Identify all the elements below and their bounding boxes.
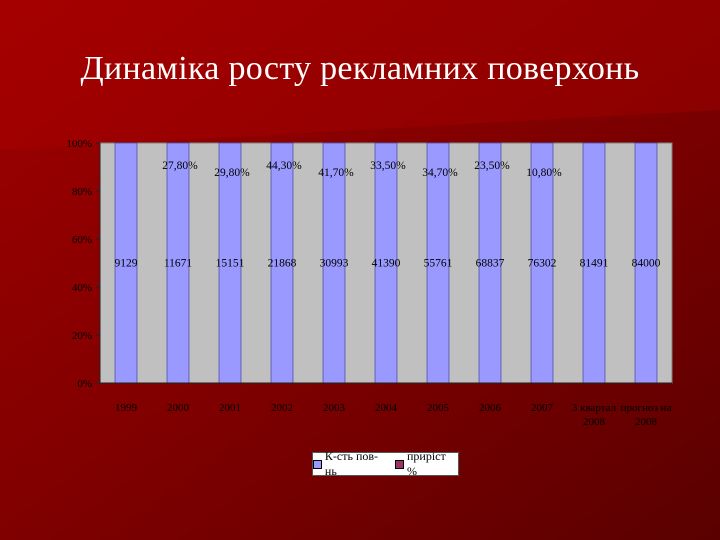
data-label-count: 30993 xyxy=(320,258,349,270)
y-axis: 0% 20% 40% 60% 80% 100% xyxy=(66,138,101,390)
data-label-count: 11671 xyxy=(164,258,193,270)
data-label-count: 55761 xyxy=(424,258,453,270)
data-label-count: 41390 xyxy=(372,258,401,270)
y-tick-label: 60% xyxy=(72,234,92,246)
legend-label-count: К-сть пов-нь xyxy=(324,449,379,478)
x-tick-label: 3 квартал 2008 xyxy=(572,402,617,428)
bars xyxy=(114,142,658,384)
x-axis: 1999 2000 2001 2002 2003 2004 2005 2006 2007 3 кв… xyxy=(100,382,672,428)
x-tick-label: 2007 xyxy=(531,402,554,414)
data-label-count: 15151 xyxy=(216,258,245,270)
legend-item-growth: приріст % xyxy=(395,449,458,479)
data-label-growth: 33,50% xyxy=(370,160,406,172)
y-tick-label: 40% xyxy=(72,282,92,294)
x-tick-label: 2003 xyxy=(323,402,346,414)
x-tick-label: прогноз на 2008 xyxy=(621,402,672,428)
y-tick-label: 0% xyxy=(77,378,92,390)
data-label-growth: 10,80% xyxy=(526,167,562,179)
x-tick-label: 2005 xyxy=(427,402,450,414)
data-labels: 9129 11671 27,80% 15151 29,80% 21868 44,30% 309… xyxy=(115,160,661,270)
data-label-count: 21868 xyxy=(268,258,297,270)
legend-item-count: К-сть пов-нь xyxy=(313,449,389,479)
data-label-growth: 34,70% xyxy=(422,167,458,179)
x-tick-label: 1999 xyxy=(115,402,138,414)
data-label-count: 76302 xyxy=(528,258,557,270)
legend-swatch-growth xyxy=(395,459,404,469)
x-tick-label: 2004 xyxy=(375,402,398,414)
legend-label-growth: приріст % xyxy=(406,449,446,478)
data-label-growth: 41,70% xyxy=(318,167,354,179)
x-tick-label: 2002 xyxy=(271,402,293,414)
chart-legend: К-сть пов-нь приріст % xyxy=(312,449,459,479)
x-tick-label: 2006 xyxy=(479,402,502,414)
data-label-count: 81491 xyxy=(580,258,609,270)
data-label-growth: 29,80% xyxy=(214,167,250,179)
legend-swatch-count xyxy=(313,459,322,469)
x-tick-label: 2000 xyxy=(167,402,190,414)
data-label-count: 9129 xyxy=(115,258,138,270)
data-label-growth: 44,30% xyxy=(266,160,302,172)
data-label-count: 84000 xyxy=(632,258,661,270)
x-tick-label: 2001 xyxy=(219,402,241,414)
data-label-count: 68837 xyxy=(476,258,505,270)
y-tick-label: 20% xyxy=(72,330,92,342)
y-tick-label: 80% xyxy=(72,186,92,198)
data-label-growth: 27,80% xyxy=(162,160,198,172)
data-label-growth: 23,50% xyxy=(474,160,510,172)
slide-title: Динаміка росту рекламних поверхонь xyxy=(80,50,640,87)
y-tick-label: 100% xyxy=(66,138,92,150)
